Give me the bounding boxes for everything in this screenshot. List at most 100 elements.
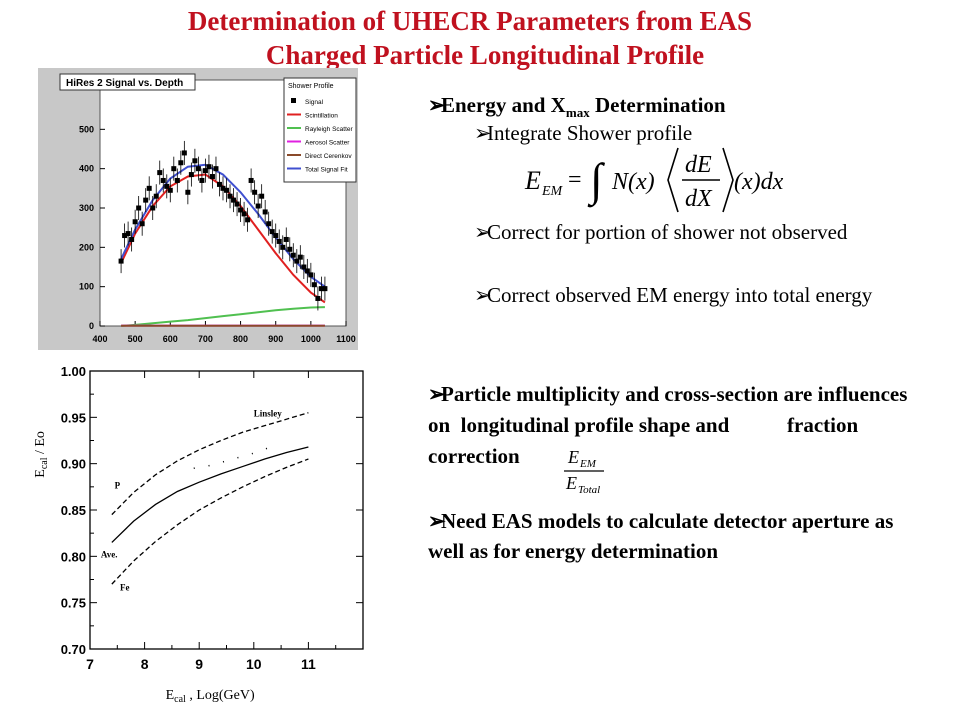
signal-point bbox=[245, 217, 251, 223]
fraction-denominator: E bbox=[565, 473, 577, 493]
signal-point bbox=[181, 150, 187, 156]
x-tick-label: 10 bbox=[246, 656, 262, 672]
signal-point bbox=[318, 286, 324, 292]
need-models-bullet: ➢Need EAS models to calculate detector a… bbox=[428, 506, 928, 566]
formula-nx: N(x) bbox=[611, 169, 655, 195]
signal-point bbox=[297, 254, 303, 260]
signal-point bbox=[252, 189, 258, 195]
fe-label: Fe bbox=[120, 583, 130, 593]
x-tick-label: 9 bbox=[195, 656, 203, 672]
signal-point bbox=[178, 160, 184, 166]
signal-point bbox=[139, 221, 145, 227]
formula-denominator: dX bbox=[685, 186, 713, 212]
y-tick-label: 0.90 bbox=[61, 457, 86, 472]
signal-point bbox=[132, 219, 138, 225]
signal-point bbox=[248, 177, 254, 183]
legend-marker bbox=[291, 98, 296, 103]
signal-point bbox=[231, 197, 237, 203]
x-tick-label: 8 bbox=[141, 656, 149, 672]
signal-point bbox=[241, 211, 247, 217]
formula-left-bracket bbox=[667, 147, 679, 213]
p-label: P bbox=[115, 481, 121, 491]
formula-tail: (x)dx bbox=[734, 169, 784, 195]
formula-equals: = bbox=[568, 167, 582, 193]
linsley-label: Linsley bbox=[254, 408, 283, 418]
fraction-denominator-sub: Total bbox=[578, 484, 600, 495]
y-tick-label: 1.00 bbox=[61, 364, 86, 379]
signal-point bbox=[188, 172, 194, 178]
y-tick-label: 300 bbox=[79, 203, 94, 213]
formula-numerator: dE bbox=[685, 152, 712, 178]
y-tick-label: 500 bbox=[79, 124, 94, 134]
formula-lhs-sub: EM bbox=[541, 184, 564, 199]
signal-point bbox=[269, 229, 275, 235]
signal-point bbox=[280, 244, 286, 250]
curve-linsley bbox=[193, 446, 271, 470]
signal-point bbox=[192, 158, 198, 164]
y-tick-label: 100 bbox=[79, 282, 94, 292]
bullet-arrow-icon: ➢ bbox=[428, 382, 446, 406]
signal-point bbox=[146, 185, 152, 191]
bullet-arrow-icon: ➢ bbox=[474, 220, 492, 244]
legend-label: Total Signal Fit bbox=[305, 167, 348, 174]
signal-point bbox=[262, 209, 268, 215]
signal-point bbox=[202, 168, 208, 174]
signal-point bbox=[322, 286, 328, 292]
signal-point bbox=[195, 166, 201, 172]
em-total-fraction: E EM E Total bbox=[560, 445, 620, 496]
bullet-arrow-icon: ➢ bbox=[428, 93, 446, 117]
curve-ave bbox=[111, 446, 309, 543]
signal-point bbox=[255, 203, 261, 209]
energy-fraction-chart: 7 8 9 10 11 0.70 0.75 0.80 0.85 0.90 0.95 1.00 Linsl… bbox=[33, 357, 365, 720]
x-tick-label: 900 bbox=[268, 334, 283, 344]
signal-point bbox=[308, 272, 314, 278]
correct-em-energy-bullet: ➢Correct observed EM energy into total e… bbox=[474, 283, 873, 307]
signal-point bbox=[125, 231, 131, 237]
signal-point bbox=[290, 252, 296, 258]
ave-label: Ave. bbox=[101, 549, 118, 559]
legend-label: Rayleigh Scatter bbox=[305, 126, 354, 133]
formula-right-bracket bbox=[722, 147, 734, 213]
fraction-numerator: E bbox=[567, 447, 579, 467]
y-tick-label: 0.95 bbox=[61, 410, 86, 425]
signal-point bbox=[224, 187, 230, 193]
signal-point bbox=[266, 221, 272, 227]
signal-point bbox=[185, 189, 191, 195]
plot-frame bbox=[89, 370, 364, 650]
signal-point bbox=[199, 177, 205, 183]
x-tick-label: 700 bbox=[198, 334, 213, 344]
formula-integral: ∫ bbox=[587, 154, 605, 208]
y-axis-label: Ecal / Eo bbox=[35, 431, 50, 478]
signal-point bbox=[160, 177, 166, 183]
signal-point bbox=[238, 207, 244, 213]
signal-point bbox=[273, 233, 279, 239]
y-tick-label: 400 bbox=[79, 164, 94, 174]
signal-point bbox=[220, 185, 226, 191]
signal-point bbox=[283, 236, 289, 242]
y-tick-label: 0.80 bbox=[61, 549, 86, 564]
signal-point bbox=[118, 258, 124, 264]
signal-point bbox=[150, 205, 156, 211]
legend-label: Direct Cerenkov bbox=[305, 153, 352, 160]
x-tick-label: 400 bbox=[92, 334, 107, 344]
signal-point bbox=[259, 193, 265, 199]
x-axis-label: Ecal , Log(GeV) bbox=[166, 688, 255, 705]
integrate-bullet: ➢Integrate Shower profile bbox=[474, 121, 693, 145]
curve-p bbox=[111, 412, 309, 516]
signal-point bbox=[157, 170, 163, 176]
chart-title: HiRes 2 Signal vs. Depth bbox=[66, 78, 183, 89]
signal-point bbox=[164, 183, 170, 189]
signal-point bbox=[301, 264, 307, 270]
signal-point bbox=[174, 177, 180, 183]
signal-point bbox=[206, 164, 212, 170]
signal-point bbox=[167, 187, 173, 193]
fraction-numerator-sub: EM bbox=[579, 458, 597, 470]
signal-point bbox=[213, 166, 219, 172]
signal-point bbox=[216, 181, 222, 187]
multiplicity-bullet: ➢Particle multiplicity and cross-section… bbox=[428, 379, 928, 472]
signal-point bbox=[294, 258, 300, 264]
signal-point bbox=[122, 233, 128, 239]
signal-point bbox=[304, 268, 310, 274]
signal-vs-depth-chart: HiRes 2 Signal vs. Depth 400 500 600 700 800 9… bbox=[38, 68, 358, 350]
signal-point bbox=[153, 193, 159, 199]
